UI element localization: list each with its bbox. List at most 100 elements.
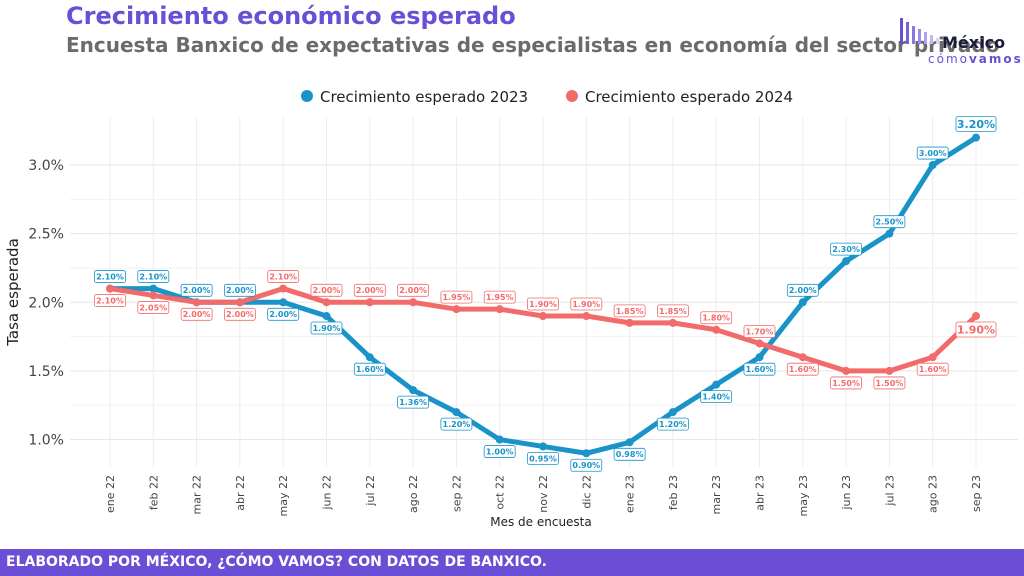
data-label-text: 1.00% — [486, 447, 514, 456]
data-label: 1.90% — [527, 297, 559, 311]
data-label-box — [223, 307, 256, 321]
y-tick-label: 3.0% — [28, 158, 64, 174]
x-tick: abr 22 — [234, 475, 247, 511]
data-labels-2: 2.10% 2.05% 2.00% 2.00% 2.10% 2.00% 2.00% 2.00%… — [94, 270, 997, 390]
data-label-text: 3.20% — [957, 118, 995, 131]
data-label-text: 0.95% — [529, 454, 557, 463]
data-label-text: 2.00% — [183, 286, 211, 295]
data-label: 2.50% — [873, 215, 906, 229]
data-label-box — [440, 290, 473, 304]
x-tick: ene 23 — [624, 475, 637, 513]
data-label-text: 2.50% — [876, 218, 904, 227]
data-label-box — [743, 362, 776, 376]
data-label-box — [137, 270, 170, 283]
data-point — [798, 298, 807, 307]
data-label: 1.60% — [743, 362, 776, 376]
data-point — [755, 353, 764, 362]
data-label: 1.85% — [613, 304, 646, 318]
data-point — [409, 298, 418, 307]
x-tick-label: may 23 — [797, 475, 810, 516]
data-point — [842, 366, 851, 375]
data-label-text: 1.90% — [313, 324, 341, 333]
x-tick: mar 22 — [191, 475, 204, 514]
y-axis-title: Tasa esperada — [4, 238, 22, 347]
data-label-box — [397, 395, 430, 409]
x-tick: may 23 — [797, 475, 810, 516]
data-label-text: 2.10% — [139, 272, 167, 281]
data-label: 2.00% — [310, 283, 343, 297]
data-label-box — [310, 283, 343, 297]
data-label: 1.90% — [570, 297, 603, 311]
data-label-box — [483, 290, 516, 304]
data-label-box — [527, 452, 559, 465]
data-label-box — [830, 376, 862, 390]
footer-bar: ELABORADO POR MÉXICO, ¿CÓMO VAMOS? CON D… — [0, 549, 1024, 576]
data-point — [279, 284, 288, 293]
data-label-text: 1.90% — [957, 323, 995, 336]
x-tick-label: nov 22 — [537, 475, 550, 513]
x-axis-title: Mes de encuesta — [490, 515, 592, 529]
chart-subtitle: Encuesta Banxico de expectativas de espe… — [66, 33, 1000, 57]
data-label: 0.90% — [570, 458, 603, 472]
data-label-box — [830, 242, 862, 256]
data-label-text: 2.05% — [139, 303, 167, 312]
legend: Crecimiento esperado 2023 Crecimiento esp… — [301, 88, 793, 106]
data-label-box — [700, 311, 733, 325]
data-point — [582, 312, 591, 321]
y-tick-label: 2.5% — [28, 227, 64, 243]
data-label-text: 1.60% — [919, 365, 947, 374]
data-label: 2.30% — [830, 242, 862, 256]
data-label-text: 2.00% — [226, 310, 254, 319]
data-label-text: 2.10% — [96, 296, 124, 305]
data-label-box — [94, 294, 126, 307]
data-label: 1.80% — [700, 311, 733, 325]
data-point — [712, 380, 721, 389]
data-label: 2.10% — [94, 270, 126, 283]
x-tick: ene 22 — [104, 475, 117, 513]
data-label: 2.00% — [180, 307, 213, 321]
logo-text-como-vamos: cómovamos — [928, 52, 1023, 66]
data-point — [928, 353, 937, 362]
data-label: 1.85% — [657, 304, 689, 318]
data-label-box — [483, 445, 516, 458]
data-label-text: 1.80% — [702, 314, 730, 323]
x-tick-label: ene 23 — [624, 475, 637, 513]
legend-label: Crecimiento esperado 2023 — [320, 88, 528, 106]
data-label-box — [440, 417, 473, 431]
data-point — [279, 298, 288, 307]
data-label: 2.00% — [180, 283, 213, 297]
data-point — [106, 284, 114, 293]
x-tick-label: feb 23 — [667, 475, 680, 510]
data-label: 1.50% — [873, 376, 906, 390]
x-tick: ago 23 — [927, 475, 940, 513]
data-label-text: 1.60% — [356, 365, 384, 374]
data-label-box — [570, 297, 603, 311]
data-label: 2.00% — [223, 307, 256, 321]
x-tick: feb 22 — [147, 475, 160, 510]
x-tick: jul 23 — [883, 475, 896, 507]
x-tick: sep 23 — [970, 475, 983, 512]
x-tick-label: sep 23 — [970, 475, 983, 512]
logo-text-como: cómo — [928, 52, 969, 66]
x-tick: abr 23 — [754, 475, 767, 511]
data-point — [885, 229, 894, 238]
data-label-box — [267, 270, 300, 283]
data-label-text: 2.00% — [313, 286, 341, 295]
x-tick: feb 23 — [667, 475, 680, 510]
x-tick: may 22 — [277, 475, 290, 516]
data-label-text: 1.60% — [789, 365, 817, 374]
data-point — [495, 305, 504, 314]
data-point — [322, 312, 331, 321]
data-label-box — [94, 270, 126, 283]
data-label: 2.00% — [786, 283, 819, 297]
x-tick-label: dic 22 — [580, 475, 593, 509]
mexico-como-vamos-logo: México cómovamos — [900, 10, 1023, 70]
logo-bars-icon — [900, 10, 948, 44]
series-2 — [106, 284, 980, 375]
data-point — [149, 284, 158, 293]
data-point — [539, 442, 547, 451]
data-label: 1.90% — [955, 321, 997, 338]
footer-credit: ELABORADO POR MÉXICO, ¿CÓMO VAMOS? CON D… — [6, 554, 547, 570]
data-point — [625, 318, 634, 327]
data-point — [192, 298, 201, 307]
